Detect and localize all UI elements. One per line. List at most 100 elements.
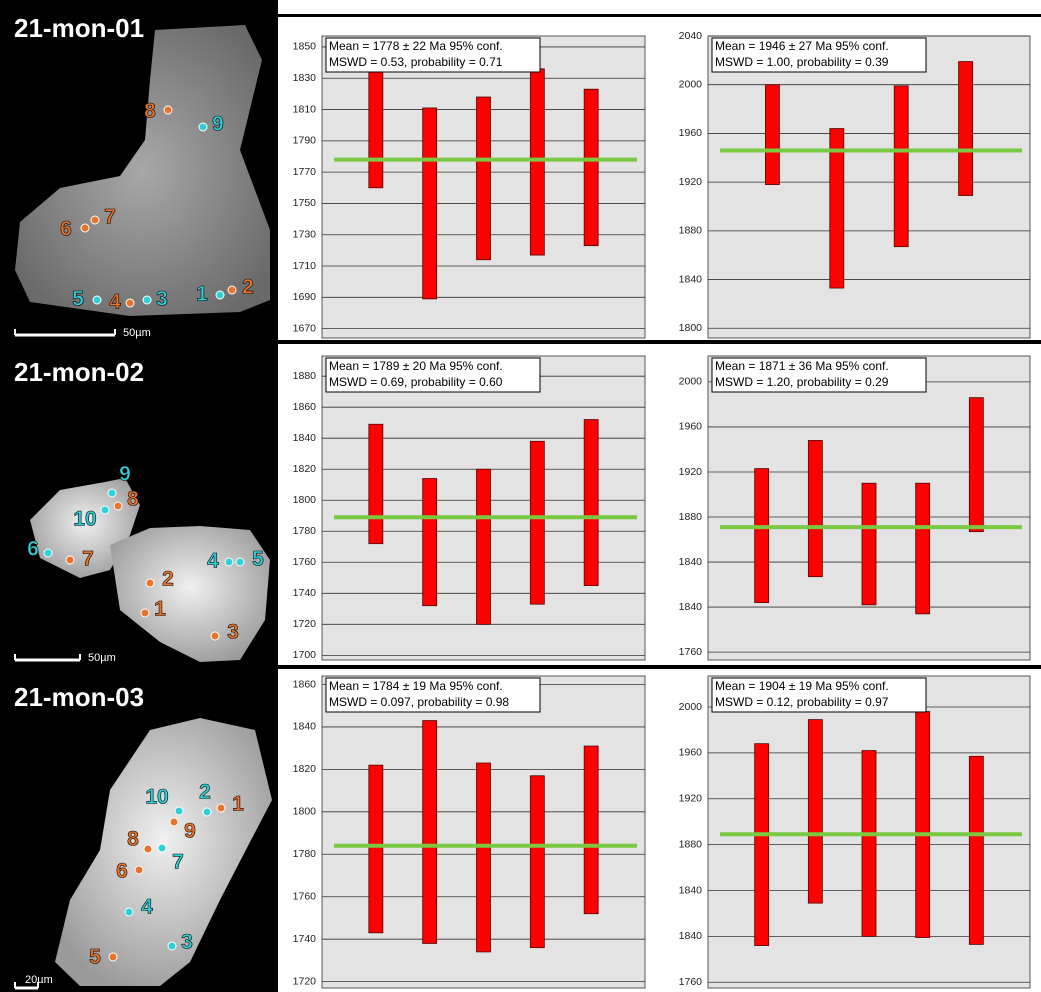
spot-label: 2 — [199, 781, 211, 804]
spot — [144, 845, 152, 853]
annotation: MSWD = 0.53, probability = 0.71 — [329, 55, 503, 69]
spot — [81, 224, 89, 232]
range-bar — [969, 398, 983, 532]
y-tick-label: 1760 — [293, 891, 317, 903]
y-tick-label: 1800 — [293, 494, 317, 506]
y-tick-label: 1760 — [293, 556, 317, 568]
y-tick-label: 1730 — [293, 229, 317, 241]
scale-label: 50µm — [88, 652, 116, 664]
spot — [216, 291, 224, 299]
range-bar — [530, 441, 544, 604]
spot — [236, 558, 244, 566]
spot — [158, 844, 166, 852]
spot-label: 2 — [162, 568, 174, 591]
y-tick-label: 1920 — [679, 176, 703, 188]
spot-label: 7 — [82, 548, 94, 571]
range-bar — [959, 62, 973, 196]
spot — [135, 866, 143, 874]
figure: 21-mon-0189675431250µm21-mon-02981067452… — [0, 0, 1041, 992]
y-tick-label: 1860 — [293, 401, 317, 413]
y-tick-label: 1840 — [293, 432, 317, 444]
spot — [108, 489, 116, 497]
y-tick-label: 1840 — [679, 556, 703, 568]
spot — [225, 558, 233, 566]
y-tick-label: 1770 — [293, 166, 317, 178]
y-tick-label: 1960 — [679, 421, 703, 433]
y-tick-label: 1830 — [293, 72, 317, 84]
spot — [125, 908, 133, 916]
spot — [141, 609, 149, 617]
annotation: Mean = 1946 ± 27 Ma 95% conf. — [715, 39, 889, 53]
y-tick-label: 1720 — [293, 618, 317, 630]
spot — [109, 953, 117, 961]
spot — [203, 808, 211, 816]
spot — [170, 818, 178, 826]
spot — [101, 506, 109, 514]
spot-label: 9 — [184, 820, 196, 843]
spot-label: 9 — [119, 463, 131, 486]
plot-area — [708, 36, 1030, 338]
range-bar — [584, 746, 598, 914]
y-tick-label: 1710 — [293, 260, 317, 272]
spot — [44, 549, 52, 557]
y-tick-label: 1800 — [293, 806, 317, 818]
spot-label: 3 — [181, 931, 193, 954]
spot-label: 8 — [127, 488, 139, 511]
y-tick-label: 1960 — [679, 127, 703, 139]
range-bar — [755, 469, 769, 603]
spot — [146, 579, 154, 587]
spot — [91, 216, 99, 224]
range-bar — [808, 440, 822, 576]
spot — [217, 804, 225, 812]
annotation: MSWD = 0.12, probability = 0.97 — [715, 695, 889, 709]
y-tick-label: 1840 — [679, 601, 703, 613]
y-tick-label: 1720 — [293, 975, 317, 987]
y-tick-label: 1800 — [679, 322, 703, 334]
y-tick-label: 1740 — [293, 587, 317, 599]
range-bar — [530, 69, 544, 255]
range-bar — [916, 712, 930, 938]
range-bar — [369, 66, 383, 188]
y-tick-label: 1920 — [679, 466, 703, 478]
spot-label: 7 — [104, 206, 116, 229]
y-tick-label: 1840 — [679, 930, 703, 942]
annotation: MSWD = 1.20, probability = 0.29 — [715, 375, 889, 389]
spot-label: 3 — [227, 621, 239, 644]
y-tick-label: 1860 — [293, 678, 317, 690]
spot-label: 10 — [145, 786, 168, 809]
spot — [228, 286, 236, 294]
range-bar — [423, 721, 437, 944]
grain-name: 21-mon-01 — [14, 13, 144, 43]
spot-label: 4 — [207, 550, 219, 573]
range-bar — [369, 424, 383, 543]
range-bar — [765, 85, 779, 185]
range-bar — [808, 720, 822, 904]
range-bar — [584, 89, 598, 245]
spot — [175, 807, 183, 815]
separator — [278, 14, 1041, 17]
range-bar — [477, 469, 491, 624]
range-bar — [830, 129, 844, 289]
y-tick-label: 1780 — [293, 525, 317, 537]
spot-label: 1 — [232, 793, 244, 816]
y-tick-label: 1760 — [679, 976, 703, 988]
y-tick-label: 2000 — [679, 78, 703, 90]
spot-label: 1 — [154, 598, 166, 621]
range-bar — [477, 763, 491, 952]
spot-label: 5 — [252, 548, 264, 571]
spot-label: 8 — [127, 828, 139, 851]
grain-name: 21-mon-03 — [14, 682, 144, 712]
spot-label: 5 — [89, 946, 101, 969]
y-tick-label: 1670 — [293, 322, 317, 334]
annotation: MSWD = 1.00, probability = 0.39 — [715, 55, 889, 69]
grain-name: 21-mon-02 — [14, 357, 144, 387]
range-bar — [423, 108, 437, 299]
y-tick-label: 1840 — [679, 884, 703, 896]
y-tick-label: 1880 — [679, 225, 703, 237]
spot-label: 6 — [60, 218, 72, 241]
spot-label: 6 — [116, 860, 128, 883]
scale-label: 50µm — [123, 327, 151, 339]
separator — [0, 665, 1041, 669]
y-tick-label: 1820 — [293, 463, 317, 475]
annotation: MSWD = 0.097, probability = 0.98 — [329, 695, 509, 709]
